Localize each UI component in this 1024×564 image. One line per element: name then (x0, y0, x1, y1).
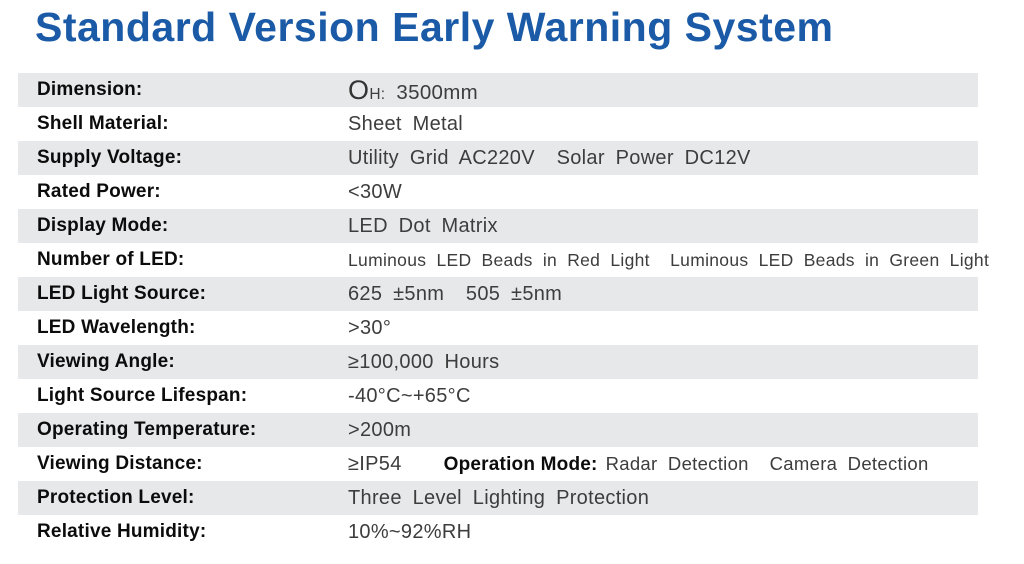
spec-value-text: Sheet Metal (348, 113, 464, 135)
spec-value-text: Three Level Lighting Protection (348, 487, 650, 509)
spec-row: LED Wavelength: >30° (18, 311, 978, 345)
spec-value: OH: 3500mm (348, 73, 478, 112)
spec-row: Supply Voltage: Utility Grid AC220V Solar… (18, 141, 978, 175)
spec-value-text: Utility Grid AC220V Solar Power DC12V (348, 147, 751, 169)
spec-value: <30W (348, 175, 402, 209)
inline-value: Radar Detection Camera Detection (605, 453, 929, 474)
spec-label: Protection Level: (37, 487, 195, 508)
spec-value: >30° (348, 311, 391, 345)
spec-label: Dimension: (37, 79, 143, 100)
spec-value: Utility Grid AC220V Solar Power DC12V (348, 141, 751, 175)
spec-row: Light Source Lifespan: -40°C~+65°C (18, 379, 978, 413)
spec-row: Rated Power: <30W (18, 175, 978, 209)
spec-value-sub: H: (369, 86, 386, 103)
page-title: Standard Version Early Warning System (35, 4, 834, 50)
spec-value: ≥IP54 Operation Mode: Radar Detection Came… (348, 447, 929, 482)
spec-value: Luminous LED Beads in Red Light Luminous… (348, 243, 989, 277)
circle-symbol: O (348, 75, 370, 105)
spec-value-text: ≥IP54 (348, 453, 402, 475)
spec-label: Shell Material: (37, 113, 169, 134)
spec-label: Relative Humidity: (37, 521, 207, 542)
spec-label: Display Mode: (37, 215, 169, 236)
spec-label: Light Source Lifespan: (37, 385, 248, 406)
spec-value-text: -40°C~+65°C (348, 385, 471, 407)
inline-label-operation-mode: Operation Mode: (443, 454, 598, 475)
spec-table: Dimension: OH: 3500mm Shell Material: Sheet… (18, 73, 989, 549)
spec-row: Relative Humidity: 10%~92%RH (18, 515, 978, 549)
spec-value-text: 625 ±5nm 505 ±5nm (348, 283, 563, 305)
spec-row: Shell Material: Sheet Metal (18, 107, 978, 141)
spec-value: Three Level Lighting Protection (348, 481, 649, 515)
spec-value-text: 3500mm (385, 81, 478, 104)
spec-label: Number of LED: (37, 249, 185, 270)
spec-row: Protection Level: Three Level Lighting Pr… (18, 481, 978, 515)
spec-value: ≥100,000 Hours (348, 345, 499, 379)
spec-row: Display Mode: LED Dot Matrix (18, 209, 978, 243)
spec-row: Viewing Angle: ≥100,000 Hours (18, 345, 978, 379)
spec-row: Operating Temperature: >200m (18, 413, 978, 447)
spec-label: LED Light Source: (37, 283, 207, 304)
spec-value-text: Luminous LED Beads in Red Light Luminous… (348, 250, 990, 270)
spec-label: Rated Power: (37, 181, 161, 202)
spec-value-text: <30W (348, 181, 403, 203)
spec-value: LED Dot Matrix (348, 209, 498, 243)
spec-value-text: >200m (348, 419, 412, 441)
spec-value-text: >30° (348, 317, 392, 339)
spec-row: Dimension: OH: 3500mm (18, 73, 978, 107)
spec-value: -40°C~+65°C (348, 379, 471, 413)
spec-label: Viewing Distance: (37, 453, 203, 474)
spec-value-text: LED Dot Matrix (348, 215, 498, 237)
spec-value: Sheet Metal (348, 107, 463, 141)
spec-value-text: ≥100,000 Hours (348, 351, 500, 373)
spec-row: LED Light Source: 625 ±5nm 505 ±5nm (18, 277, 978, 311)
spec-value: 10%~92%RH (348, 515, 471, 549)
spec-row: Viewing Distance: ≥IP54 Operation Mode: Rad… (18, 447, 978, 481)
spec-row: Number of LED: Luminous LED Beads in Red … (18, 243, 989, 277)
spec-label: Supply Voltage: (37, 147, 183, 168)
spec-label: LED Wavelength: (37, 317, 196, 338)
spec-value: >200m (348, 413, 411, 447)
spec-value-text: 10%~92%RH (348, 521, 472, 543)
spec-label: Operating Temperature: (37, 419, 257, 440)
spec-value: 625 ±5nm 505 ±5nm (348, 277, 562, 311)
spec-label: Viewing Angle: (37, 351, 175, 372)
